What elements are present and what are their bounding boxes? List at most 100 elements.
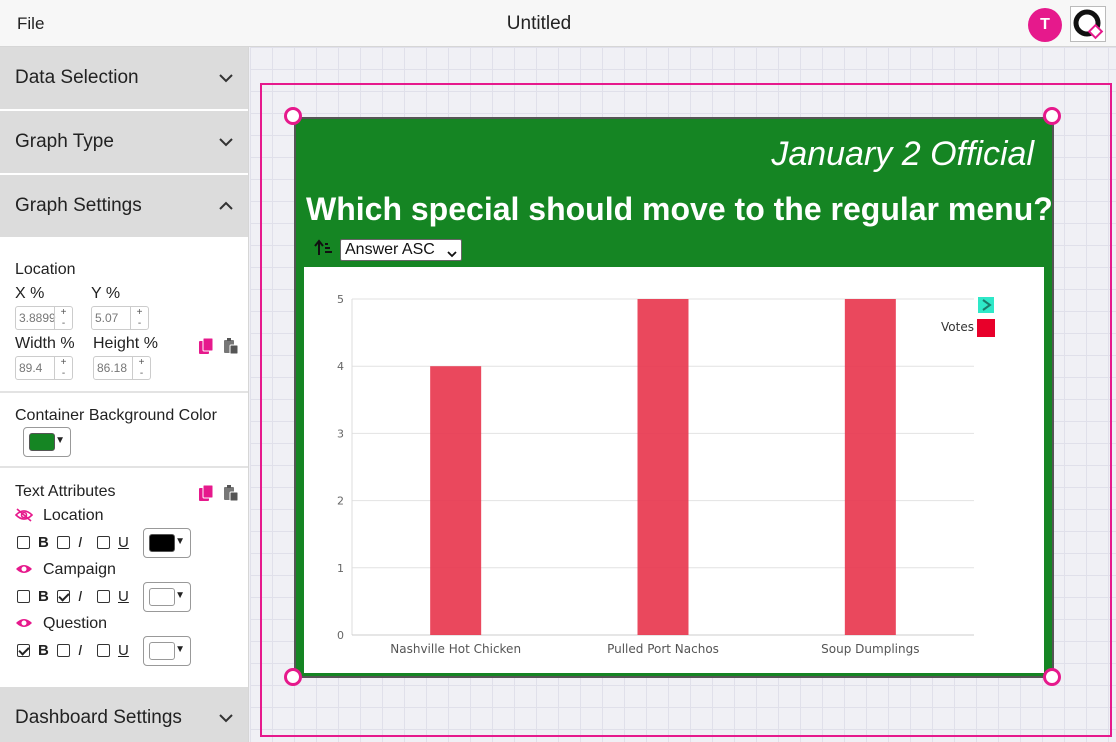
resize-handle-bottom-right[interactable] — [1043, 668, 1061, 686]
italic-label: I — [78, 588, 83, 605]
caret-down-icon: ▼ — [175, 536, 185, 547]
paste-location-icon[interactable] — [223, 337, 239, 355]
graph-type-header[interactable]: Graph Type — [0, 111, 248, 173]
x-percent-stepper[interactable]: + - — [54, 307, 72, 329]
y-tick-label: 4 — [337, 360, 344, 373]
divider — [0, 391, 248, 393]
y-tick-label: 5 — [337, 293, 344, 306]
bold-label: B — [38, 534, 49, 551]
chart-area: 0 1 2 3 4 5 Nashville Hot Chicken Pulled Port N… — [304, 267, 1044, 673]
paste-text-attributes-icon[interactable] — [223, 484, 239, 502]
question-bold-checkbox[interactable] — [17, 644, 30, 657]
app-logo[interactable] — [1070, 6, 1106, 42]
chevron-down-icon — [447, 245, 457, 258]
caret-down-icon: ▼ — [175, 644, 185, 655]
x-percent-label: X % — [15, 285, 45, 302]
question-underline-checkbox[interactable] — [97, 644, 110, 657]
underline-label: U — [118, 642, 129, 659]
copy-location-icon[interactable] — [198, 337, 214, 355]
y-tick-label: 0 — [337, 629, 344, 642]
chevron-down-icon — [219, 711, 233, 725]
y-tick-label: 1 — [337, 562, 344, 575]
chevron-up-icon — [219, 199, 233, 213]
container-bg-color-picker[interactable]: ▼ — [23, 427, 71, 457]
document-title[interactable]: Untitled — [506, 13, 572, 34]
legend-label: Votes — [941, 320, 974, 334]
width-percent-label: Width % — [15, 335, 75, 352]
height-percent-stepper[interactable]: + - — [132, 357, 150, 379]
campaign-title: January 2 Official — [771, 135, 1034, 173]
legend-expand-icon — [978, 297, 994, 313]
text-attr-location-label: Location — [43, 507, 104, 524]
y-tick-label: 2 — [337, 495, 344, 508]
graph-widget[interactable]: January 2 Official Which special should … — [294, 117, 1054, 678]
question-italic-checkbox[interactable] — [57, 644, 70, 657]
data-selection-header[interactable]: Data Selection — [0, 47, 248, 109]
text-attr-question-label: Question — [43, 615, 108, 632]
bar — [637, 299, 689, 635]
text-attr-campaign-label: Campaign — [43, 561, 116, 578]
location-underline-checkbox[interactable] — [97, 536, 110, 549]
bold-label: B — [38, 588, 49, 605]
underline-label: U — [118, 588, 129, 605]
dashboard-frame — [260, 83, 1112, 737]
resize-handle-top-left[interactable] — [284, 107, 302, 125]
y-percent-label: Y % — [91, 285, 121, 302]
campaign-bold-checkbox[interactable] — [17, 590, 30, 603]
x-percent-input[interactable]: 3.8899 + - — [15, 306, 73, 330]
underline-label: U — [118, 534, 129, 551]
container-bg-label: Container Background Color — [15, 407, 217, 424]
caret-down-icon: ▼ — [55, 435, 65, 446]
graph-settings-header[interactable]: Graph Settings — [0, 175, 248, 237]
eye-icon[interactable] — [15, 562, 33, 576]
x-tick-label: Nashville Hot Chicken — [390, 642, 521, 656]
text-attributes-label: Text Attributes — [15, 483, 116, 500]
file-menu[interactable]: File — [17, 14, 45, 33]
chevron-right-icon — [982, 299, 992, 311]
copy-text-attributes-icon[interactable] — [198, 484, 214, 502]
caret-down-icon: ▼ — [175, 590, 185, 601]
bar-chart: 0 1 2 3 4 5 Nashville Hot Chicken Pulled Port N… — [337, 293, 995, 656]
question-text-swatch — [149, 642, 175, 660]
eye-icon[interactable] — [15, 616, 33, 630]
bar — [430, 366, 482, 635]
width-percent-input[interactable]: 89.4 + - — [15, 356, 73, 380]
divider — [0, 466, 248, 468]
campaign-text-swatch — [149, 588, 175, 606]
chevron-down-icon — [219, 71, 233, 85]
resize-handle-bottom-left[interactable] — [284, 668, 302, 686]
graph-settings-label: Graph Settings — [15, 195, 142, 216]
campaign-underline-checkbox[interactable] — [97, 590, 110, 603]
location-bold-checkbox[interactable] — [17, 536, 30, 549]
campaign-text-color-picker[interactable]: ▼ — [143, 582, 191, 612]
width-percent-stepper[interactable]: + - — [54, 357, 72, 379]
resize-handle-top-right[interactable] — [1043, 107, 1061, 125]
location-text-color-picker[interactable]: ▼ — [143, 528, 191, 558]
campaign-italic-checkbox[interactable] — [57, 590, 70, 603]
location-italic-checkbox[interactable] — [57, 536, 70, 549]
eye-off-icon[interactable] — [14, 508, 34, 522]
height-percent-label: Height % — [93, 335, 158, 352]
bar — [844, 299, 896, 635]
location-heading: Location — [15, 261, 76, 278]
italic-label: I — [78, 534, 83, 551]
question-title: Which special should move to the regular… — [306, 191, 1053, 227]
x-tick-label: Pulled Port Nachos — [607, 642, 719, 656]
data-selection-label: Data Selection — [15, 67, 139, 88]
dashboard-settings-header[interactable]: Dashboard Settings — [0, 687, 248, 742]
x-tick-label: Soup Dumplings — [821, 642, 919, 656]
sidebar: Data Selection Graph Type Graph Settings… — [0, 47, 249, 742]
location-text-swatch — [149, 534, 175, 552]
chevron-down-icon — [219, 135, 233, 149]
question-text-color-picker[interactable]: ▼ — [143, 636, 191, 666]
y-percent-stepper[interactable]: + - — [130, 307, 148, 329]
user-avatar[interactable]: T — [1028, 8, 1062, 42]
container-bg-swatch — [29, 433, 55, 451]
sort-ascending-icon[interactable] — [314, 239, 334, 257]
graph-type-label: Graph Type — [15, 131, 114, 152]
sort-order-select[interactable]: Answer ASC — [340, 239, 462, 261]
y-percent-input[interactable]: 5.07 + - — [91, 306, 149, 330]
height-percent-input[interactable]: 86.18 + - — [93, 356, 151, 380]
legend-swatch — [977, 319, 995, 337]
sort-order-value: Answer ASC — [345, 241, 435, 258]
